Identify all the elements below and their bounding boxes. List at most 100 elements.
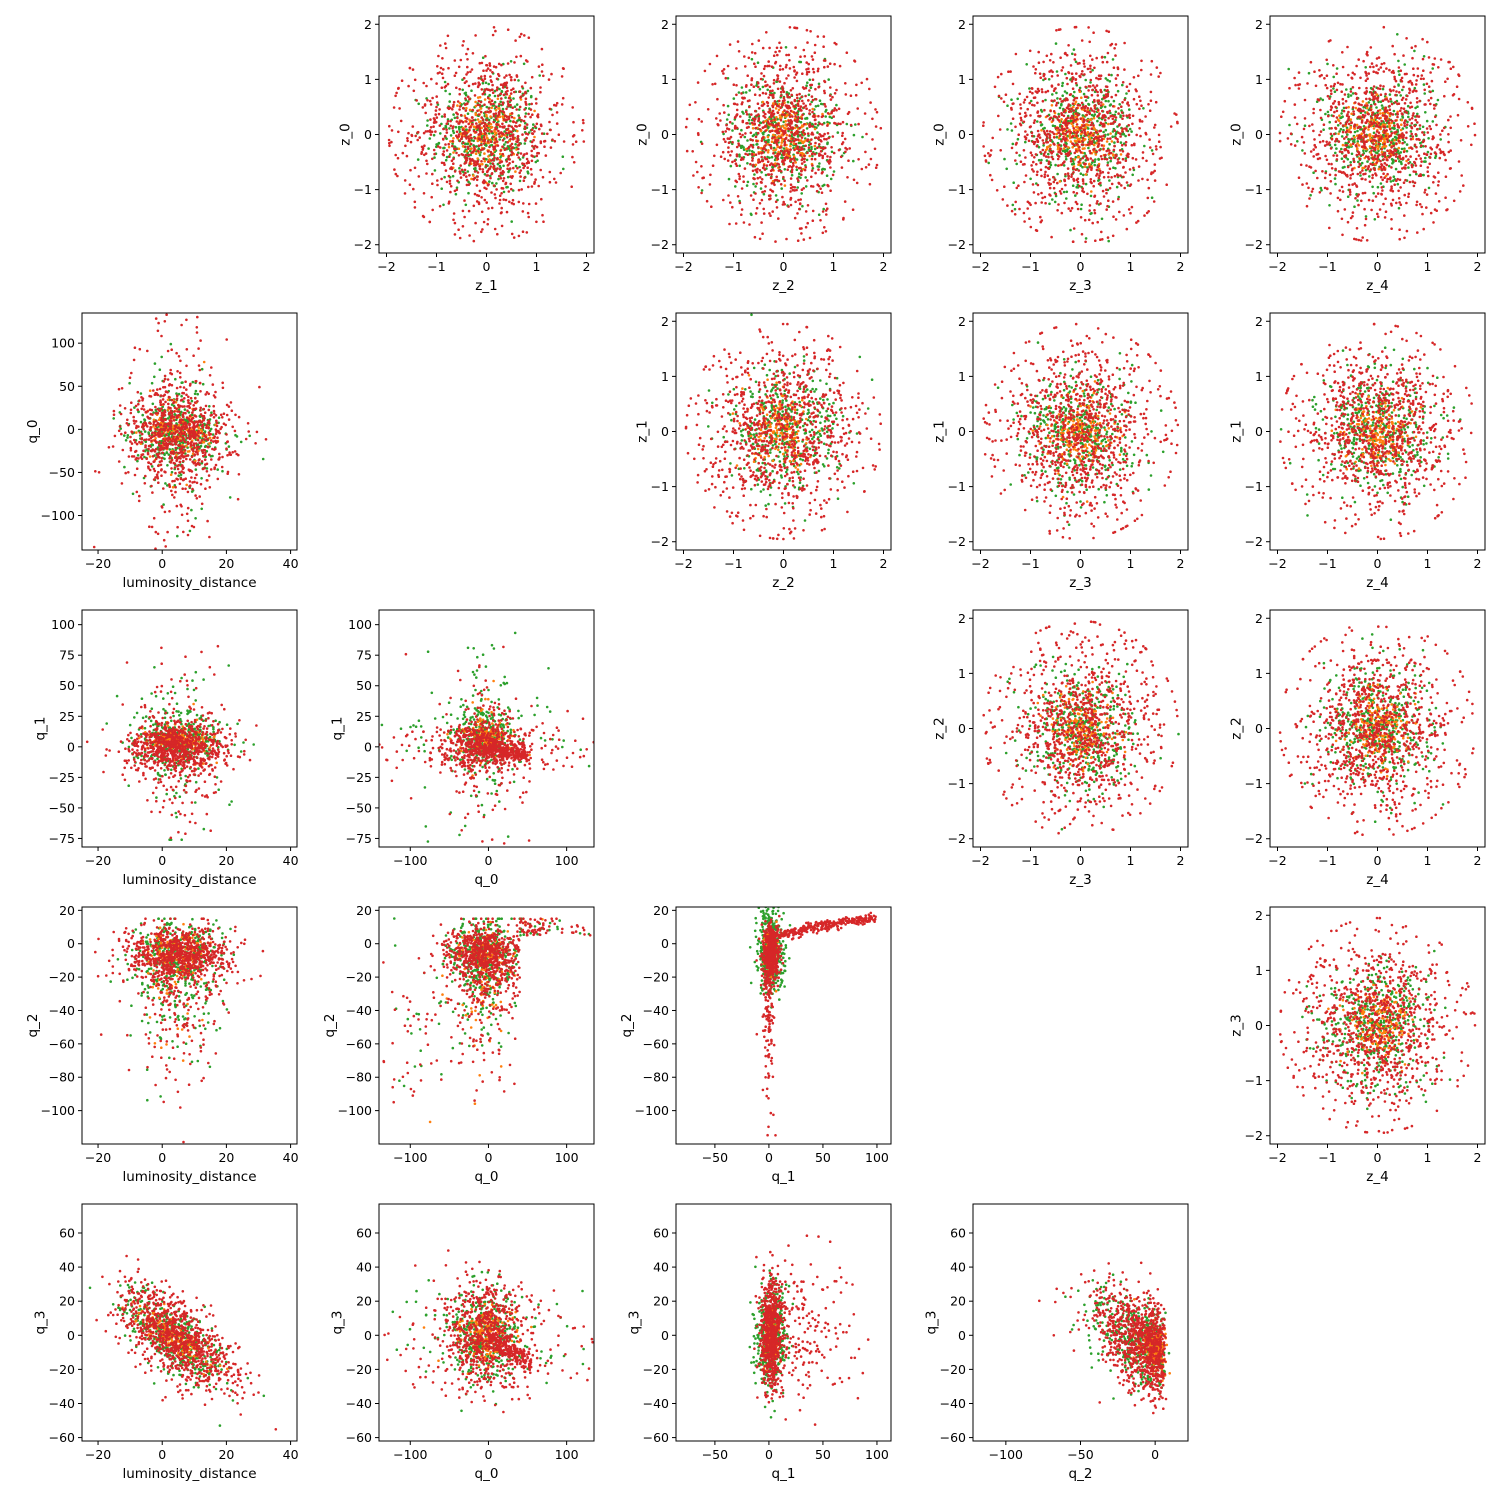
point	[1084, 173, 1088, 176]
point	[406, 139, 409, 143]
point	[1111, 105, 1115, 108]
point	[843, 137, 847, 141]
point	[1060, 187, 1064, 191]
point	[1353, 130, 1357, 134]
point	[1373, 218, 1377, 221]
point	[818, 143, 821, 146]
point	[824, 110, 827, 113]
point	[1135, 133, 1138, 137]
x-tick-label: −2	[377, 259, 395, 274]
point	[824, 115, 827, 118]
point	[747, 118, 751, 122]
point	[501, 139, 505, 142]
point	[751, 169, 755, 173]
point	[1066, 172, 1070, 175]
point	[488, 121, 491, 124]
point	[426, 130, 430, 133]
point	[465, 149, 469, 153]
point	[530, 75, 534, 79]
point	[513, 61, 516, 64]
point	[1058, 190, 1062, 193]
point	[1061, 99, 1064, 103]
point	[987, 161, 990, 165]
point	[802, 106, 806, 109]
point	[773, 183, 776, 187]
point	[477, 137, 481, 140]
point	[506, 185, 509, 189]
point	[412, 89, 416, 93]
point	[1089, 64, 1092, 68]
point	[489, 102, 493, 106]
point	[495, 77, 499, 81]
point	[458, 139, 462, 143]
point	[518, 171, 521, 175]
scatter-points	[387, 26, 586, 243]
point	[843, 200, 847, 203]
point	[1138, 95, 1141, 98]
point	[498, 174, 501, 178]
point	[796, 186, 799, 189]
point	[393, 168, 396, 171]
point	[1088, 162, 1091, 166]
point	[782, 113, 785, 116]
point	[770, 155, 774, 159]
point	[1326, 110, 1330, 114]
point	[774, 102, 777, 106]
point	[1074, 81, 1078, 85]
point	[1024, 130, 1027, 133]
point	[1121, 81, 1125, 84]
point	[796, 212, 799, 215]
point	[1099, 202, 1102, 205]
point	[758, 237, 762, 241]
point	[420, 150, 424, 154]
point	[1040, 88, 1044, 91]
point	[779, 136, 783, 139]
point	[1030, 131, 1034, 134]
point	[787, 74, 790, 77]
point	[505, 107, 508, 111]
point	[480, 143, 483, 147]
point	[1050, 235, 1053, 239]
point	[747, 56, 751, 60]
point	[1101, 109, 1104, 113]
point	[1039, 76, 1042, 79]
point	[826, 141, 829, 144]
point	[1042, 130, 1046, 133]
point	[413, 200, 417, 204]
point	[763, 116, 767, 119]
point	[761, 85, 765, 89]
point	[1089, 157, 1093, 160]
point	[1096, 145, 1100, 148]
point	[494, 29, 497, 33]
point	[446, 119, 450, 123]
point	[503, 125, 506, 128]
point	[1103, 105, 1107, 109]
point	[787, 205, 790, 208]
point	[1136, 219, 1140, 223]
point	[739, 158, 743, 161]
point	[1414, 106, 1417, 110]
point	[1057, 115, 1061, 118]
point	[502, 164, 505, 168]
point	[774, 178, 778, 182]
point	[1142, 107, 1145, 110]
point	[504, 96, 507, 99]
point	[464, 161, 468, 164]
point	[781, 67, 785, 71]
point	[1114, 132, 1118, 136]
point	[731, 141, 734, 144]
point	[1138, 120, 1142, 123]
point	[1336, 124, 1340, 127]
point	[800, 95, 803, 99]
point	[1067, 107, 1070, 110]
point	[500, 186, 504, 190]
point	[518, 179, 522, 183]
point	[875, 163, 879, 167]
point	[430, 77, 433, 81]
point	[1037, 50, 1040, 54]
point	[997, 114, 1000, 118]
point	[818, 99, 822, 102]
point	[496, 114, 499, 118]
point	[1127, 104, 1130, 107]
point	[528, 103, 531, 106]
